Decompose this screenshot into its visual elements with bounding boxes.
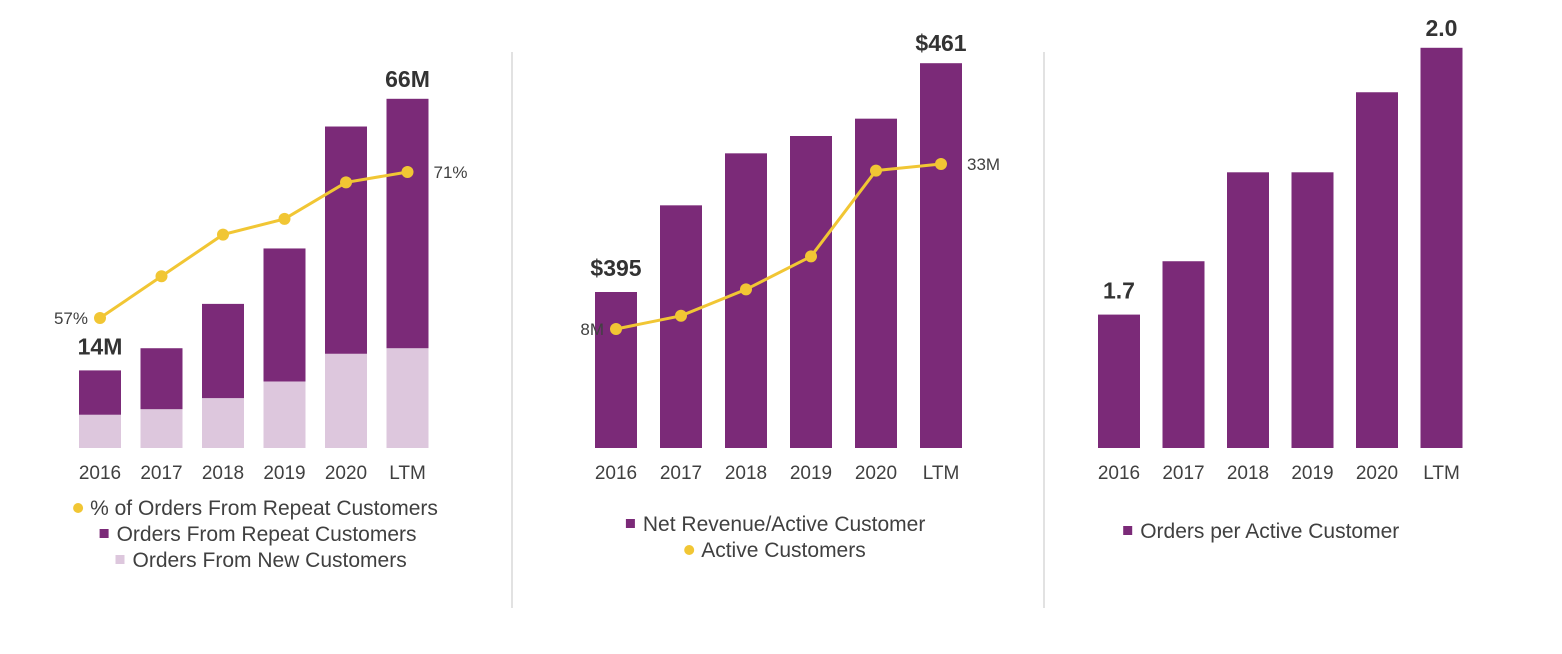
bar-value-label: 1.7	[1103, 278, 1135, 304]
bar-new-customers	[202, 398, 244, 448]
legend-dot-marker	[684, 545, 695, 555]
line-point	[935, 158, 947, 170]
bar-new-customers	[79, 414, 121, 448]
bar	[1162, 261, 1205, 448]
x-tick-label: LTM	[389, 463, 426, 484]
x-tick-label: 2018	[202, 463, 244, 484]
bar	[660, 205, 702, 448]
bar-value-label: $461	[915, 30, 966, 56]
bar-value-label: $395	[590, 255, 641, 281]
x-tick-label: LTM	[1423, 463, 1460, 484]
line-series	[99, 170, 408, 320]
line-value-label: 57%	[54, 309, 88, 328]
x-tick-label: 2018	[725, 463, 767, 484]
x-tick-label: 2016	[1098, 463, 1140, 484]
line-point	[740, 283, 752, 296]
bar	[595, 292, 637, 448]
bar-new-customers	[140, 409, 183, 448]
chart-panel-2: 2016 2017 2018 2019 2020 LTM $395 $461 8M 33M Net …	[580, 30, 1000, 562]
line-point	[217, 228, 229, 241]
line-point	[155, 270, 168, 283]
x-tick-label: 2017	[1162, 463, 1204, 484]
line-value-label: 8M	[580, 320, 604, 339]
line-point	[610, 323, 622, 335]
line-value-label: 33M	[967, 155, 1000, 174]
line-point	[805, 250, 817, 263]
line-point	[675, 309, 687, 322]
line-point	[278, 212, 291, 225]
x-tick-label: LTM	[923, 463, 960, 484]
bar-value-label: 14M	[78, 333, 123, 359]
bar-value-label: 2.0	[1426, 15, 1458, 41]
bar	[725, 153, 767, 449]
x-tick-label: 2018	[1227, 463, 1269, 484]
x-tick-label: 2016	[79, 463, 121, 484]
x-tick-label: 2016	[595, 463, 637, 484]
line-value-label: 71%	[434, 163, 468, 182]
legend-square-marker	[115, 555, 125, 564]
bar-value-label: 66M	[385, 66, 430, 92]
legend-label: Active Customers	[701, 539, 866, 562]
x-tick-label: 2017	[660, 463, 702, 484]
line-point	[870, 164, 882, 177]
bar	[920, 63, 962, 448]
line-point	[401, 166, 414, 178]
x-tick-label: 2020	[1356, 463, 1398, 484]
chart-panel-3: 2016 2017 2018 2019 2020 LTM 1.7 2.0 Orders per …	[1098, 15, 1463, 543]
bar-new-customers	[386, 348, 429, 448]
bar	[1356, 92, 1398, 449]
bar	[1420, 47, 1463, 449]
bar	[1098, 314, 1140, 448]
bar-repeat-customers	[140, 348, 183, 410]
legend-square-marker	[1123, 526, 1133, 535]
bar-new-customers	[325, 353, 367, 448]
bar	[790, 136, 832, 448]
legend-label: Net Revenue/Active Customer	[643, 513, 925, 536]
legend-label: % of Orders From Repeat Customers	[90, 497, 438, 520]
bar	[1227, 172, 1269, 449]
legend-square-marker	[99, 529, 109, 538]
x-tick-label: 2020	[855, 463, 897, 484]
x-tick-label: 2017	[140, 463, 182, 484]
bar-repeat-customers	[386, 98, 429, 349]
x-tick-label: 2019	[790, 463, 832, 484]
legend-square-marker	[625, 519, 635, 528]
bar-repeat-customers	[79, 370, 121, 415]
legend-label: Orders per Active Customer	[1140, 520, 1399, 543]
line-point	[340, 176, 352, 189]
bar-new-customers	[263, 381, 306, 448]
bar-repeat-customers	[325, 126, 367, 354]
chart-panel-1: 2016 2017 2018 2019 2020 LTM 14M 66M 57% 71% % of …	[54, 66, 468, 572]
x-tick-label: 2019	[263, 463, 305, 484]
bar-repeat-customers	[263, 248, 306, 382]
line-series	[615, 162, 942, 331]
legend-dot-marker	[73, 503, 84, 513]
legend-label: Orders From New Customers	[133, 549, 407, 572]
legend-label: Orders From Repeat Customers	[117, 523, 417, 546]
bar-repeat-customers	[202, 303, 244, 399]
x-tick-label: 2019	[1291, 463, 1333, 484]
bar	[1291, 172, 1334, 449]
line-point	[94, 312, 106, 324]
x-tick-label: 2020	[325, 463, 367, 484]
